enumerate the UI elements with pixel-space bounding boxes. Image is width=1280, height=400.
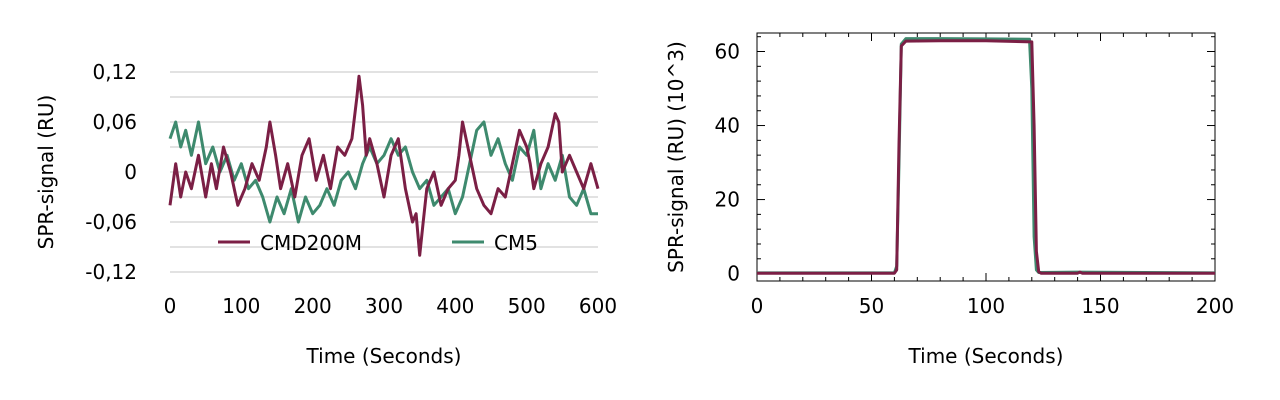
x-tick-label: 0 [164,294,177,318]
series-line-cm5 [168,120,598,224]
chart-2-plot-frame [756,32,1216,282]
chart-2-series-line-1 [757,37,1216,275]
chart-1-y-tick-labels: 0,12 0,06 0 -0,06 -0,12 [85,60,137,284]
chart-2: 0 20 40 60 0 50 100 150 200 Time (Seconds) SPR-… [664,32,1234,368]
chart-2-tick-marks [756,33,1216,281]
chart-2-series [757,37,1216,275]
y-tick-label: 60 [715,40,740,64]
chart-1-series [168,74,600,257]
y-tick-label: 0 [727,262,740,286]
x-tick-label: 400 [436,294,474,318]
legend-label-cmd200m: CMD200M [260,231,362,255]
chart-2-x-tick-labels: 0 50 100 150 200 [751,294,1234,318]
series-line-cmd200m [168,74,600,257]
y-tick-label: 20 [715,188,740,212]
y-tick-label: -0,12 [85,260,137,284]
y-tick-label: 0 [124,160,137,184]
x-tick-label: 0 [751,294,764,318]
x-tick-label: 200 [1196,294,1234,318]
chart-1-x-tick-labels: 0 100 200 300 400 500 600 [164,294,617,318]
legend-label-cm5: CM5 [494,231,538,255]
x-tick-label: 500 [508,294,546,318]
x-tick-label: 300 [365,294,403,318]
x-tick-label: 200 [294,294,332,318]
chart-2-series-line-2 [757,39,1215,275]
chart-1-x-axis-label: Time (Seconds) [306,344,462,368]
chart-1-legend: CMD200M CM5 [218,231,538,255]
x-tick-label: 100 [967,294,1005,318]
y-tick-label: 0,12 [92,60,137,84]
x-tick-label: 150 [1081,294,1119,318]
x-tick-label: 600 [579,294,617,318]
x-tick-label: 100 [222,294,260,318]
chart-2-x-axis-label: Time (Seconds) [908,344,1064,368]
y-tick-label: 40 [715,114,740,138]
chart-2-y-tick-labels: 0 20 40 60 [715,40,740,286]
y-tick-label: 0,06 [92,110,137,134]
chart-1-y-axis-label: SPR-signal (RU) [34,95,58,250]
y-tick-label: -0,06 [85,210,137,234]
chart-1: 0,120,060-0,06-0,12 0 100 200 300 400 500 600 … [34,60,617,368]
x-tick-label: 50 [859,294,884,318]
chart-2-y-axis-label: SPR-signal (RU) (10^3) [664,41,688,273]
